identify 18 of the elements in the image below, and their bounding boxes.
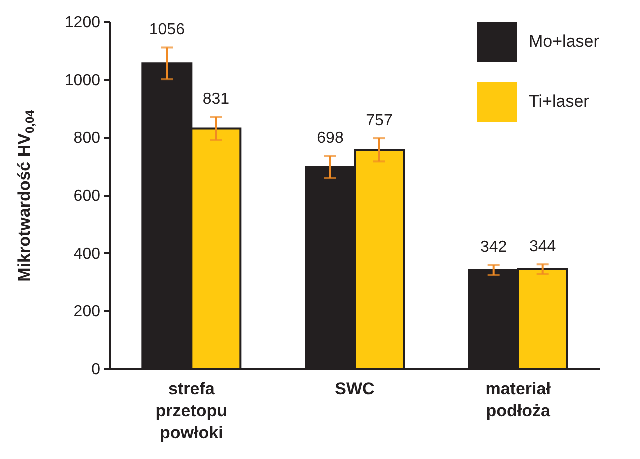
legend-label: Ti+laser <box>529 92 590 111</box>
data-label: 831 <box>202 91 230 108</box>
y-tick-label: 0 <box>92 362 101 378</box>
y-tick-label: 1000 <box>64 72 101 90</box>
y-tick-label: 600 <box>74 188 101 205</box>
data-label: 1056 <box>149 22 186 39</box>
y-tick-label: 1200 <box>64 14 101 32</box>
data-label: 342 <box>480 239 508 256</box>
y-tick-label: 400 <box>74 246 101 263</box>
data-label: 344 <box>529 238 556 256</box>
x-tick-label: materiał podłoża <box>486 380 552 420</box>
x-tick-label: SWC <box>335 380 375 398</box>
legend-label: Mo+laser <box>529 32 600 51</box>
y-tick-label: 800 <box>74 130 101 148</box>
y-tick-label: 200 <box>74 304 101 321</box>
data-label: 698 <box>317 130 344 148</box>
data-label: 757 <box>366 112 393 130</box>
x-tick-label: strefa przetopu powłoki <box>156 380 228 442</box>
